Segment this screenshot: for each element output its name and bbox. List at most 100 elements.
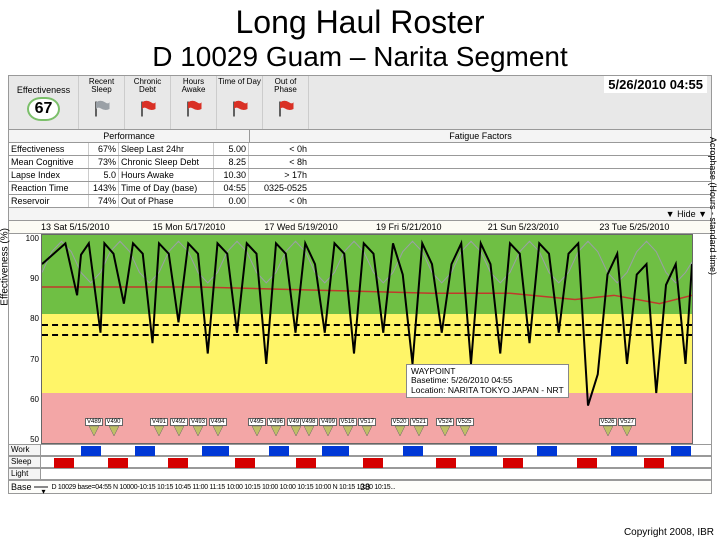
date-axis: 13 Sat 5/15/201015 Mon 5/17/201017 Wed 5…	[9, 221, 711, 234]
y-tick: 80	[26, 314, 39, 323]
metric-row: Effectiveness67%Sleep Last 24hr5.00< 0h	[9, 143, 711, 156]
schedule-block	[235, 458, 255, 468]
sleep-label: Sleep	[9, 457, 41, 467]
schedule-block	[202, 446, 229, 456]
waypoint-marker[interactable]: V527	[618, 418, 636, 438]
flag-icon	[229, 100, 251, 118]
threshold-line	[42, 334, 692, 336]
flag-icon	[91, 100, 113, 118]
metric-row: Mean Cognitive73%Chronic Sleep Debt8.25<…	[9, 156, 711, 169]
y-tick: 90	[26, 274, 39, 283]
schedule-block	[54, 458, 74, 468]
flag-icon	[137, 100, 159, 118]
waypoint-marker[interactable]: V494	[208, 418, 226, 438]
schedule-block	[470, 446, 497, 456]
schedule-block	[403, 446, 423, 456]
copyright: Copyright 2008, IBR	[624, 527, 714, 538]
waypoint-marker[interactable]: V499	[319, 418, 337, 438]
performance-header: Performance	[9, 130, 249, 142]
schedule-block	[611, 446, 638, 456]
gauge-label: Effectiveness	[17, 85, 70, 95]
y-tick: 100	[26, 234, 39, 243]
flag-label: Out of Phase	[263, 78, 308, 96]
y-tick: 70	[26, 355, 39, 364]
light-label: Light	[9, 469, 41, 479]
date-tick: 19 Fri 5/21/2010	[376, 221, 488, 233]
flag-cell: Hours Awake	[171, 76, 217, 129]
date-tick: 15 Mon 5/17/2010	[153, 221, 265, 233]
fatigue-header: Fatigue Factors	[249, 130, 711, 142]
flag-icon	[183, 100, 205, 118]
base-select[interactable]	[34, 486, 48, 488]
y-tick: 60	[26, 395, 39, 404]
waypoint-marker[interactable]: V493	[189, 418, 207, 438]
date-tick: 23 Tue 5/25/2010	[599, 221, 711, 233]
flag-icon	[275, 100, 297, 118]
schedule-block	[269, 446, 289, 456]
waypoint-marker[interactable]: V526	[598, 418, 616, 438]
threshold-line	[42, 324, 692, 326]
waypoint-marker[interactable]: V490	[104, 418, 122, 438]
flag-cell: Out of Phase	[263, 76, 309, 129]
waypoint-marker[interactable]: V489	[85, 418, 103, 438]
hide-toggle[interactable]: ▼ Hide ▼	[9, 208, 711, 221]
date-tick: 17 Wed 5/19/2010	[264, 221, 376, 233]
page-title: Long Haul Roster	[0, 0, 720, 41]
waypoint-marker[interactable]: V520	[390, 418, 408, 438]
schedule-block	[537, 446, 557, 456]
schedule-block	[671, 446, 691, 456]
waypoint-marker[interactable]: V491	[150, 418, 168, 438]
waypoint-marker[interactable]: V498	[299, 418, 317, 438]
flag-label: Hours Awake	[171, 78, 216, 96]
waypoint-marker[interactable]: V516	[338, 418, 356, 438]
flag-cell: Time of Day	[217, 76, 263, 129]
base-row: Base D 10029 base=04:55 N 10000-10:15 10…	[9, 480, 711, 493]
page-number: 38	[360, 482, 370, 492]
schedule-block	[135, 446, 155, 456]
schedule-block	[296, 458, 316, 468]
light-row: Light	[9, 468, 711, 480]
flag-label: Time of Day	[218, 78, 261, 96]
schedule-block	[644, 458, 664, 468]
waypoint-marker[interactable]: V492	[169, 418, 187, 438]
flag-cell: Chronic Debt	[125, 76, 171, 129]
schedule-block	[577, 458, 597, 468]
flag-label: Recent Sleep	[79, 78, 124, 96]
app-frame: 5/26/2010 04:55 Effectiveness 67 Recent …	[8, 75, 712, 494]
schedule-block	[436, 458, 456, 468]
tooltip-location: Location: NARITA TOKYO JAPAN - NRT	[411, 386, 564, 395]
date-tick: 21 Sun 5/23/2010	[488, 221, 600, 233]
time-axis: D 10029 base=04:55 N 10000-10:15 10:15 1…	[48, 484, 709, 491]
y-tick: 50	[26, 435, 39, 444]
metric-row: Reservoir74%Out of Phase0.00< 0h	[9, 195, 711, 208]
effectiveness-chart[interactable]: V489V490V491V492V493V494V495V496V497V498…	[41, 234, 693, 444]
waypoint-marker[interactable]: V496	[267, 418, 285, 438]
current-datetime: 5/26/2010 04:55	[604, 76, 707, 93]
waypoint-marker[interactable]: V517	[358, 418, 376, 438]
schedule-block	[168, 458, 188, 468]
page-subtitle: D 10029 Guam – Narita Segment	[0, 41, 720, 75]
sleep-row: Sleep	[9, 456, 711, 468]
flag-cell: Recent Sleep	[79, 76, 125, 129]
waypoint-marker[interactable]: V525	[455, 418, 473, 438]
table-header-bar: Performance Fatigue Factors	[9, 130, 711, 143]
schedule-block	[322, 446, 349, 456]
gauge-value: 67	[27, 97, 61, 121]
date-tick: 13 Sat 5/15/2010	[41, 221, 153, 233]
y-axis-left: Effectiveness (%) 1009080706050	[9, 234, 41, 444]
waypoint-marker[interactable]: V524	[436, 418, 454, 438]
y-axis-right: Acrophase (Hours - standard time)	[693, 234, 711, 444]
y-label-left: Effectiveness (%)	[0, 228, 11, 306]
schedule-block	[81, 446, 101, 456]
base-label: Base	[11, 482, 32, 492]
work-label: Work	[9, 445, 41, 455]
waypoint-marker[interactable]: V495	[247, 418, 265, 438]
metric-row: Reaction Time143%Time of Day (base)04:55…	[9, 182, 711, 195]
work-row: Work	[9, 444, 711, 456]
metric-row: Lapse Index5.0Hours Awake10.30> 17h	[9, 169, 711, 182]
waypoint-tooltip: WAYPOINT Basetime: 5/26/2010 04:55 Locat…	[406, 364, 569, 398]
waypoint-marker[interactable]: V521	[410, 418, 428, 438]
y-label-right: Acrophase (Hours - standard time)	[708, 137, 718, 275]
schedule-block	[363, 458, 383, 468]
schedule-block	[108, 458, 128, 468]
